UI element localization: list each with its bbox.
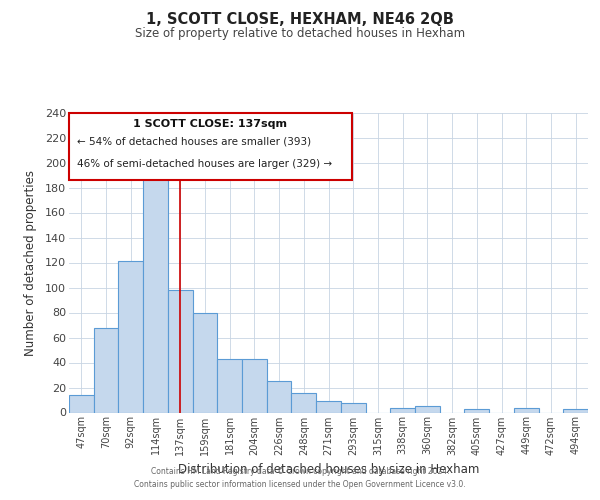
Bar [415, 406, 440, 412]
Bar [168, 290, 193, 412]
Bar [316, 401, 341, 412]
FancyBboxPatch shape [69, 112, 352, 180]
Bar [292, 392, 316, 412]
Text: 1 SCOTT CLOSE: 137sqm: 1 SCOTT CLOSE: 137sqm [133, 118, 287, 128]
Bar [242, 359, 267, 412]
Bar [464, 409, 489, 412]
Bar [118, 261, 143, 412]
Bar [143, 172, 168, 412]
Bar [69, 395, 94, 412]
Text: 1, SCOTT CLOSE, HEXHAM, NE46 2QB: 1, SCOTT CLOSE, HEXHAM, NE46 2QB [146, 12, 454, 28]
Bar [563, 409, 588, 412]
X-axis label: Distribution of detached houses by size in Hexham: Distribution of detached houses by size … [178, 463, 479, 476]
Text: Size of property relative to detached houses in Hexham: Size of property relative to detached ho… [135, 28, 465, 40]
Bar [94, 328, 118, 412]
Bar [217, 359, 242, 412]
Bar [390, 408, 415, 412]
Bar [341, 402, 365, 412]
Bar [514, 408, 539, 412]
Bar [267, 381, 292, 412]
Text: 46% of semi-detached houses are larger (329) →: 46% of semi-detached houses are larger (… [77, 159, 332, 169]
Text: ← 54% of detached houses are smaller (393): ← 54% of detached houses are smaller (39… [77, 136, 311, 146]
Bar [193, 312, 217, 412]
Text: Contains public sector information licensed under the Open Government Licence v3: Contains public sector information licen… [134, 480, 466, 489]
Y-axis label: Number of detached properties: Number of detached properties [23, 170, 37, 356]
Text: Contains HM Land Registry data © Crown copyright and database right 2024.: Contains HM Land Registry data © Crown c… [151, 467, 449, 476]
